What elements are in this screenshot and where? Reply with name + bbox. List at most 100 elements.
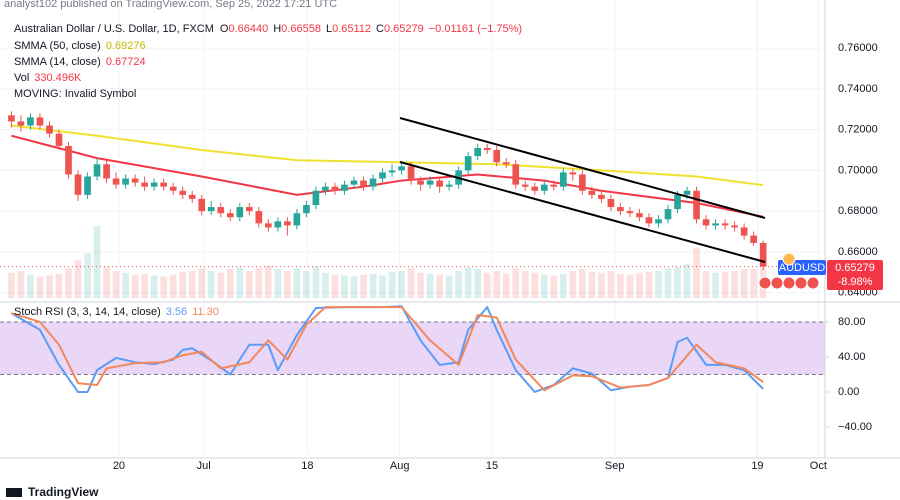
candle-body [712, 223, 719, 226]
volume-bar [645, 271, 653, 298]
moving-legend: MOVING: Invalid Symbol [14, 88, 136, 100]
volume-bar [217, 272, 225, 298]
volume-bar [179, 271, 187, 298]
candle-body [207, 207, 215, 212]
candle-body [46, 125, 53, 134]
candle-body [27, 117, 34, 126]
candle-body [217, 207, 225, 214]
volume-bar [569, 271, 577, 298]
y-tick-label: −40.00 [838, 421, 872, 433]
candle-body [93, 164, 101, 177]
channel-upper [399, 117, 766, 219]
volume-bar [141, 273, 148, 298]
smma14-value: 0.67724 [106, 56, 146, 68]
candle-body [617, 207, 624, 212]
o-label: O [220, 23, 229, 35]
candle-body [407, 166, 415, 181]
candle-body [245, 207, 253, 212]
volume-bar [245, 271, 253, 298]
vol-legend: Vol 330.496K [14, 72, 82, 84]
volume-bar [664, 268, 672, 298]
c-value: 0.65279 [384, 23, 424, 35]
volume-bar [131, 274, 139, 298]
candle-body [8, 115, 15, 122]
candle-body [702, 219, 710, 226]
event-icon [806, 276, 820, 290]
candle-body [759, 242, 767, 267]
volume-bar [255, 268, 263, 298]
candle-body [169, 186, 177, 191]
volume-bar [8, 272, 15, 298]
volume-bar [712, 272, 719, 298]
o-value: 0.66440 [228, 23, 268, 35]
c-label: C [376, 23, 384, 35]
volume-bar [417, 272, 424, 298]
volume-bar [426, 273, 434, 298]
volume-bar [540, 274, 548, 298]
volume-bar [55, 273, 63, 298]
y-tick-label: 80.00 [838, 316, 866, 328]
candle-body [388, 170, 396, 173]
candle-body [436, 180, 443, 187]
x-tick-label: 18 [301, 460, 313, 472]
price-tag-change: -8.98% [838, 276, 873, 288]
volume-bar [284, 271, 291, 298]
candle-body [331, 186, 339, 191]
x-tick-label: Aug [390, 460, 410, 472]
candle-body [150, 182, 158, 187]
candle-body [226, 213, 234, 218]
volume-bar [407, 268, 415, 298]
volume-bar [464, 267, 472, 298]
candle-body [426, 180, 434, 185]
candle-body [740, 227, 748, 236]
candle-body [626, 211, 634, 214]
candle-body [750, 235, 757, 243]
volume-bar [65, 268, 72, 298]
volume-bar [74, 260, 82, 298]
x-tick-label: 19 [751, 460, 763, 472]
volume-bar [360, 274, 367, 298]
candle-body [293, 213, 301, 226]
candle-body [464, 156, 472, 171]
volume-bar [236, 267, 244, 298]
volume-bar [312, 266, 320, 298]
volume-bar [36, 276, 44, 298]
volume-bar [531, 272, 539, 298]
candle-body [398, 166, 405, 171]
volume-bar [702, 271, 710, 298]
l-value: 0.65112 [332, 23, 371, 35]
volume-bar [17, 271, 25, 298]
candle-body [521, 184, 529, 187]
candle-body [179, 190, 187, 195]
vol-label: Vol [14, 72, 29, 84]
volume-bar [369, 273, 377, 298]
candle-body [417, 180, 424, 185]
candle-body [360, 180, 367, 187]
volume-bar [483, 272, 491, 298]
x-tick-label: Jul [197, 460, 211, 472]
stoch-k-value: 3.56 [166, 306, 187, 318]
candle-body [122, 178, 129, 185]
candle-body [540, 184, 548, 191]
price-tag [827, 260, 883, 290]
volume-bar [626, 274, 634, 298]
candle-body [569, 172, 577, 175]
l-label: L [326, 23, 332, 35]
volume-bar [512, 268, 520, 298]
overlay: analyst102 published on TradingView.com,… [4, 0, 883, 499]
stoch-line [11, 306, 764, 392]
volume-bar [226, 269, 234, 298]
candle-body [531, 186, 539, 191]
candle-body [198, 198, 206, 212]
y-tick-label: 0.70000 [838, 164, 878, 176]
volume-bar [188, 271, 196, 298]
candle-body [683, 190, 691, 195]
y-tick-label: 40.00 [838, 351, 866, 363]
x-tick-label: 20 [113, 460, 125, 472]
volume-bar [265, 265, 272, 298]
h-value: 0.66558 [281, 23, 321, 35]
y-tick-label: 0.68000 [838, 205, 878, 217]
candle-body [693, 190, 700, 220]
candle-body [17, 121, 25, 126]
